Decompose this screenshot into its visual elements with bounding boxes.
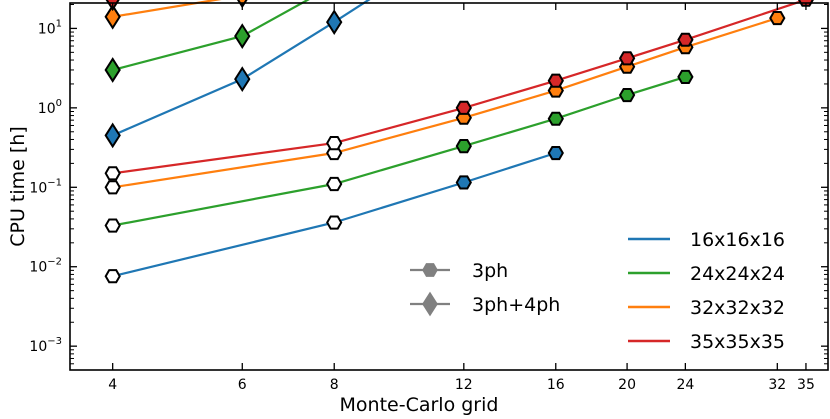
series-line-3ph-24x24x24 [112,75,686,227]
point-3ph-16x16x16 [326,215,343,230]
point-3ph4ph-24x24x24 [104,57,121,83]
series-line-3ph4ph-32x32x32 [112,0,222,18]
legend-hexagon-marker [422,263,438,277]
x-tick-label: 6 [238,377,247,393]
legend-series-label: 24x24x24 [690,263,785,285]
point-3ph4ph-16x16x16 [234,66,251,92]
point-3ph4ph-24x24x24 [234,23,251,49]
legend-series-label: 32x32x32 [690,297,785,319]
point-3ph-35x35x35 [547,73,564,88]
point-3ph-24x24x24 [104,218,121,233]
y-tick-label: 101 [38,18,62,37]
y-axis-label: CPU time [h] [7,126,29,247]
y-tick-label: 10−2 [29,257,62,276]
point-3ph-24x24x24 [547,111,564,126]
y-tick-label: 10−3 [29,336,62,355]
point-3ph-32x32x32 [104,180,121,195]
series-line-3ph-16x16x16 [112,151,557,278]
y-tick-label: 10−1 [29,177,62,196]
point-3ph-35x35x35 [618,51,636,66]
point-3ph-24x24x24 [618,88,636,103]
legend-marker-label: 3ph [472,260,508,282]
point-3ph-16x16x16 [104,269,121,284]
point-3ph-16x16x16 [455,175,472,190]
point-3ph-32x32x32 [769,11,786,26]
point-3ph-24x24x24 [677,69,694,84]
plot-frame [69,2,829,371]
point-3ph-24x24x24 [455,139,472,154]
legend-series-label: 35x35x35 [690,331,785,353]
x-tick-label: 32 [768,377,786,393]
x-tick-label: 20 [618,377,636,393]
point-3ph4ph-16x16x16 [104,122,121,149]
x-tick-label: 4 [108,377,117,393]
x-tick-label: 35 [797,377,815,393]
y-tick-label: 100 [38,98,62,117]
x-tick-label: 12 [455,377,473,393]
point-3ph4ph-32x32x32 [104,3,121,30]
legend-series-label: 16x16x16 [690,229,785,251]
point-3ph-16x16x16 [547,146,564,161]
point-3ph-24x24x24 [326,176,343,192]
point-3ph-35x35x35 [104,166,121,181]
x-tick-label: 16 [547,377,565,393]
x-tick-label: 8 [330,377,339,393]
point-3ph-35x35x35 [326,136,343,151]
series-line-3ph4ph-24x24x24 [112,0,310,72]
point-3ph-35x35x35 [455,100,472,115]
point-3ph4ph-16x16x16 [326,9,343,35]
point-3ph-35x35x35 [677,32,694,47]
x-axis-label: Monte-Carlo grid [340,394,499,415]
legend-marker-label: 3ph+4ph [472,294,560,316]
x-tick-label: 24 [676,377,694,393]
legend-diamond-marker [422,291,438,317]
